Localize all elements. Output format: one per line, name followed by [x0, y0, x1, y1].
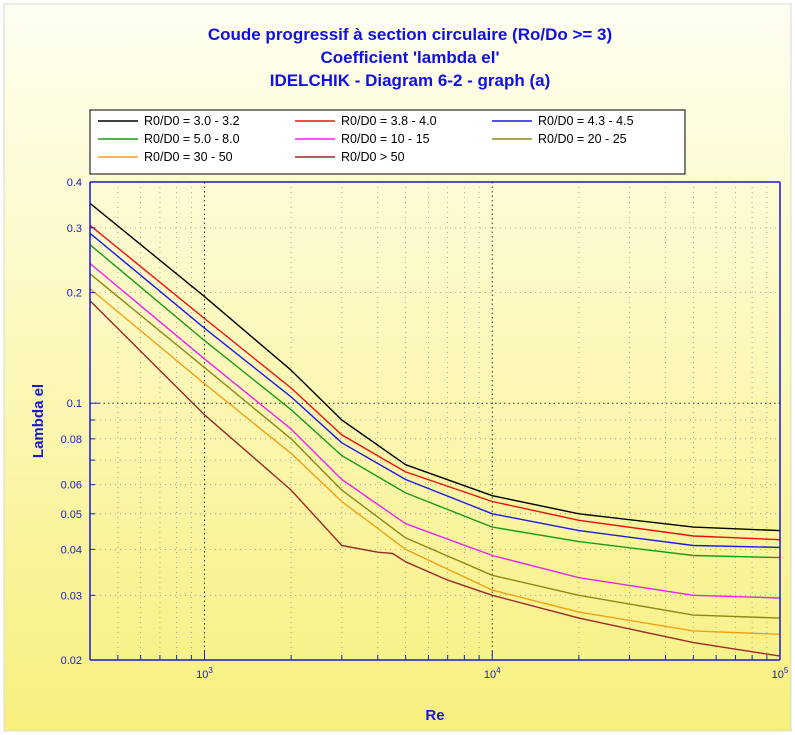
- y-tick-label: 0.06: [61, 480, 82, 492]
- series-group: [90, 202, 780, 657]
- ticks: 0.02 0.03 0.04 0.05 0.06 0.08 0.1 0.2 0.3 0.4 103 1…: [61, 177, 789, 681]
- y-tick-label: 0.02: [61, 655, 82, 667]
- y-tick-label: 0.03: [61, 590, 82, 602]
- y-axis-label: Lambda el: [30, 384, 47, 458]
- y-tick-label: 0.1: [67, 398, 82, 410]
- series-line-5: [90, 262, 780, 599]
- series-line-6: [90, 273, 780, 619]
- series-line-7: [90, 288, 780, 635]
- series-line-4: [90, 244, 780, 559]
- legend-label: R0/D0 = 10 - 15: [341, 132, 430, 146]
- chart-title-line-2: Coefficient 'lambda el': [320, 48, 499, 67]
- legend-label: R0/D0 = 3.8 - 4.0: [341, 114, 437, 128]
- series-line-2: [90, 224, 780, 541]
- chart-title-line-1: Coude progressif à section circulaire (R…: [208, 25, 612, 44]
- y-tick-label: 0.05: [61, 509, 82, 521]
- series-line-3: [90, 232, 780, 549]
- legend-label: R0/D0 = 30 - 50: [144, 150, 233, 164]
- legend-label: R0/D0 = 5.0 - 8.0: [144, 132, 240, 146]
- x-axis-label: Re: [425, 707, 444, 724]
- y-tick-label: 0.04: [61, 544, 82, 556]
- y-tick-label: 0.2: [67, 288, 82, 300]
- legend-label: R0/D0 = 4.3 - 4.5: [538, 114, 634, 128]
- chart-title-line-3: IDELCHIK - Diagram 6-2 - graph (a): [270, 71, 551, 90]
- series-line-8: [90, 300, 780, 657]
- legend-box: [89, 109, 686, 175]
- legend: R0/D0 = 3.0 - 3.2 R0/D0 = 3.8 - 4.0 R0/D0 …: [89, 109, 686, 175]
- legend-label: R0/D0 = 3.0 - 3.2: [144, 114, 240, 128]
- series-line-1: [90, 202, 780, 532]
- y-tick-label: 0.08: [61, 434, 82, 446]
- x-tick-label: 103: [196, 666, 213, 681]
- legend-label: R0/D0 = 20 - 25: [538, 132, 627, 146]
- y-tick-label: 0.3: [67, 223, 82, 235]
- x-tick-label: 104: [484, 666, 501, 681]
- x-tick-label: 105: [772, 666, 789, 681]
- legend-label: R0/D0 > 50: [341, 150, 405, 164]
- y-tick-label: 0.4: [67, 177, 82, 189]
